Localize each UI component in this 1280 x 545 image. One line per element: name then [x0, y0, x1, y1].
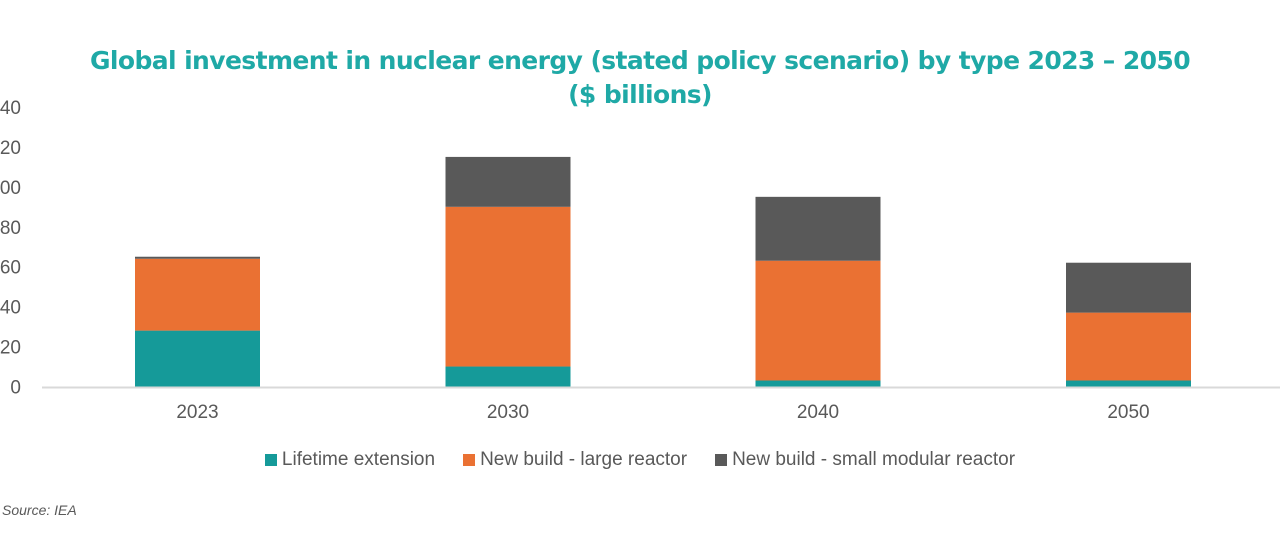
legend: Lifetime extension New build - large reac… — [0, 449, 1280, 472]
bar-segment-new-build-large-reactor-2023 — [135, 258, 260, 331]
x-tick-label: 2023 — [176, 402, 218, 423]
bar-segment-new-build-small-modular-reactor-2040 — [755, 196, 881, 261]
chart-title: Global investment in nuclear energy (sta… — [0, 44, 1280, 112]
x-axis: 2023 2030 2040 2050 — [176, 402, 1149, 423]
legend-swatch — [463, 454, 476, 466]
y-tick-label: 80 — [0, 218, 21, 239]
legend-item: Lifetime extension — [264, 449, 436, 471]
y-tick-label: 00 — [0, 178, 21, 199]
legend-label: New build - small modular reactor — [732, 449, 1016, 470]
legend-swatch — [715, 454, 728, 466]
legend-label: New build - large reactor — [480, 449, 688, 470]
y-tick-label: 0 — [10, 378, 21, 399]
bar-segment-new-build-small-modular-reactor-2050 — [1066, 262, 1191, 313]
chart-subtitle: ($ billions) — [568, 80, 712, 109]
y-tick-label: 20 — [0, 138, 21, 159]
bar-segment-lifetime-extension-2050 — [1066, 380, 1191, 387]
y-tick-label: 40 — [0, 298, 21, 319]
legend-item: New build - small modular reactor — [715, 449, 1015, 471]
y-axis: 0 20 40 60 80 00 20 40 — [0, 98, 21, 399]
bars — [135, 156, 1191, 387]
bar-segment-new-build-small-modular-reactor-2023 — [135, 256, 260, 259]
bar-segment-lifetime-extension-2030 — [445, 366, 571, 387]
y-tick-label: 20 — [0, 338, 21, 359]
chart-title-line-1: Global investment in nuclear energy (sta… — [89, 46, 1191, 75]
x-tick-label: 2040 — [797, 402, 839, 423]
legend-label: Lifetime extension — [281, 449, 436, 470]
bar-segment-new-build-large-reactor-2040 — [755, 260, 881, 381]
bar-segment-lifetime-extension-2023 — [135, 330, 260, 387]
x-tick-label: 2050 — [1107, 402, 1149, 423]
y-tick-label: 40 — [0, 98, 21, 119]
bar-segment-new-build-small-modular-reactor-2030 — [445, 156, 571, 207]
x-tick-label: 2030 — [487, 402, 529, 423]
bar-segment-new-build-large-reactor-2030 — [445, 206, 571, 367]
legend-item: New build - large reactor — [463, 449, 687, 471]
bar-segment-lifetime-extension-2040 — [755, 380, 881, 387]
legend-swatch — [264, 454, 277, 466]
y-tick-label: 60 — [0, 258, 21, 279]
source-note: Source: IEA — [2, 502, 77, 518]
bar-segment-new-build-large-reactor-2050 — [1066, 312, 1191, 381]
